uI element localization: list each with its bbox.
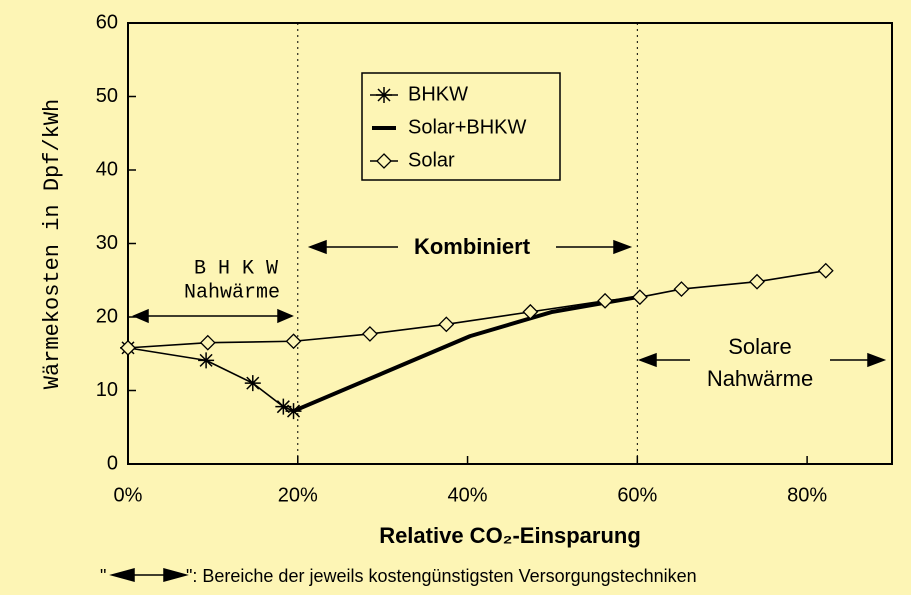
legend-label: Solar+BHKW — [408, 116, 526, 138]
annotation: Nahwärme — [184, 281, 280, 304]
annotation: Solare — [728, 334, 792, 359]
marker — [275, 398, 292, 415]
y-tick-label: 40 — [96, 158, 118, 180]
marker — [749, 273, 765, 290]
y-tick-label: 50 — [96, 85, 118, 107]
marker — [817, 262, 834, 279]
marker — [522, 303, 539, 320]
marker — [285, 403, 302, 420]
y-tick-label: 20 — [96, 305, 118, 327]
footnote: " — [100, 566, 106, 586]
y-tick-label: 30 — [96, 232, 118, 254]
marker — [199, 334, 216, 351]
annotation: Nahwärme — [707, 366, 813, 391]
y-tick-label: 10 — [96, 379, 118, 401]
marker — [631, 289, 648, 306]
region-arrows — [109, 239, 887, 582]
x-tick-label: 20% — [278, 484, 318, 506]
x-axis-label: Relative CO₂-Einsparung — [379, 523, 641, 548]
annotation: Kombiniert — [414, 234, 531, 259]
marker — [376, 87, 392, 103]
marker — [673, 281, 690, 297]
x-tick-label: 0% — [114, 484, 143, 506]
annotation: B H K W — [194, 257, 278, 280]
marker — [597, 292, 613, 309]
series-line — [292, 295, 638, 413]
x-tick-label: 60% — [617, 484, 657, 506]
legend-label: Solar — [408, 149, 455, 171]
marker — [244, 375, 261, 392]
marker — [285, 333, 302, 350]
marker — [362, 325, 378, 342]
series-line — [127, 347, 294, 412]
y-axis-label: Wärmekosten in Dpf/kWh — [40, 99, 65, 389]
marker — [120, 339, 136, 356]
x-tick-label: 40% — [448, 484, 488, 506]
legend-box — [361, 72, 561, 181]
y-tick-label: 60 — [96, 11, 118, 33]
footnote: ": Bereiche der jeweils kostengünstigste… — [186, 566, 697, 586]
legend-label: BHKW — [408, 83, 468, 105]
marker — [438, 316, 455, 333]
marker — [376, 153, 392, 169]
y-tick-label: 0 — [107, 452, 118, 474]
x-tick-label: 80% — [787, 484, 827, 506]
marker — [198, 352, 215, 369]
